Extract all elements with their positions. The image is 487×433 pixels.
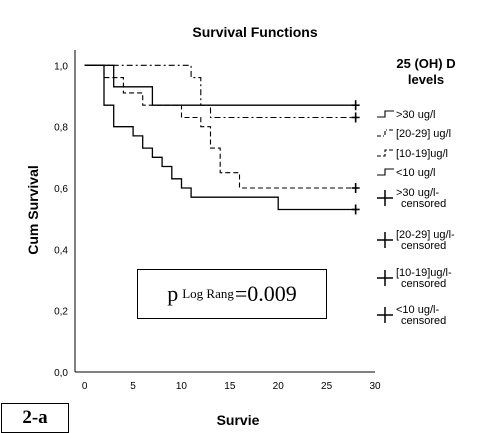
legend-entry: <10 ug/l [396,167,435,179]
x-axis-label: Survie [217,412,260,428]
p-value-number: =0.009 [234,281,297,306]
x-tick-label: 30 [369,381,381,392]
y-tick-label: 0,2 [54,307,68,318]
legend-swatch [377,149,394,157]
legend-swatch [377,110,394,118]
legend-entry: [20-29] ug/l-censored [396,229,455,252]
x-tick-label: 5 [130,381,136,392]
tick-labels: 0 5 10 15 20 25 30 0,0 0,2 0,4 0,6 0,8 1,0 [54,61,381,392]
legend-entry: [10-19]ug/l [396,148,448,160]
legend-entry-line: >30 ug/l- [396,187,439,199]
y-tick-label: 0,4 [54,245,68,256]
legend-swatch [377,129,394,137]
legend-swatch [377,168,394,176]
axes [74,50,375,373]
y-tick-label: 1,0 [54,61,68,72]
chart-title: Survival Functions [192,24,317,40]
legend-entry-line: censored [401,240,446,252]
series-line [84,64,356,119]
legend-entry-line: censored [401,315,446,327]
survival-curves [84,64,360,215]
legend-entry-line: <10 ug/l- [396,304,439,316]
legend-entry: >30 ug/l-censored [396,187,446,210]
x-tick-label: 25 [321,381,333,392]
series-line [84,64,356,211]
x-tick-label: 15 [224,381,236,392]
y-tick-label: 0,8 [54,123,68,134]
legend-entry-line: [10-19]ug/l- [396,267,452,279]
p-value-letter: p [167,281,179,306]
legend-entry: [10-19]ug/l-censored [396,267,452,290]
legend-entry: <10 ug/l-censored [396,304,446,327]
y-tick-label: 0,0 [54,368,68,379]
p-value-subscript: Log Rang [182,286,234,301]
legend-entry-line: censored [401,278,446,290]
legend-title: levels [408,72,444,87]
legend-title: 25 (OH) D [396,56,455,71]
legend: 25 (OH) D levels >30 ug/l [20-29] ug/l [10… [377,56,456,327]
x-tick-label: 10 [176,381,188,392]
x-tick-label: 20 [273,381,285,392]
p-value-box: p Log Rang =0.009 [137,269,327,319]
legend-entry: >30 ug/l [396,109,435,121]
x-tick-label: 0 [82,381,88,392]
y-tick-label: 0,6 [54,184,68,195]
legend-entry: [20-29] ug/l [396,128,451,140]
figure-label: 2-a [1,403,69,433]
legend-entry-line: [20-29] ug/l- [396,229,455,241]
legend-entry-line: censored [401,198,446,210]
series-line [84,64,356,106]
y-axis-label: Cum Survival [25,165,41,254]
